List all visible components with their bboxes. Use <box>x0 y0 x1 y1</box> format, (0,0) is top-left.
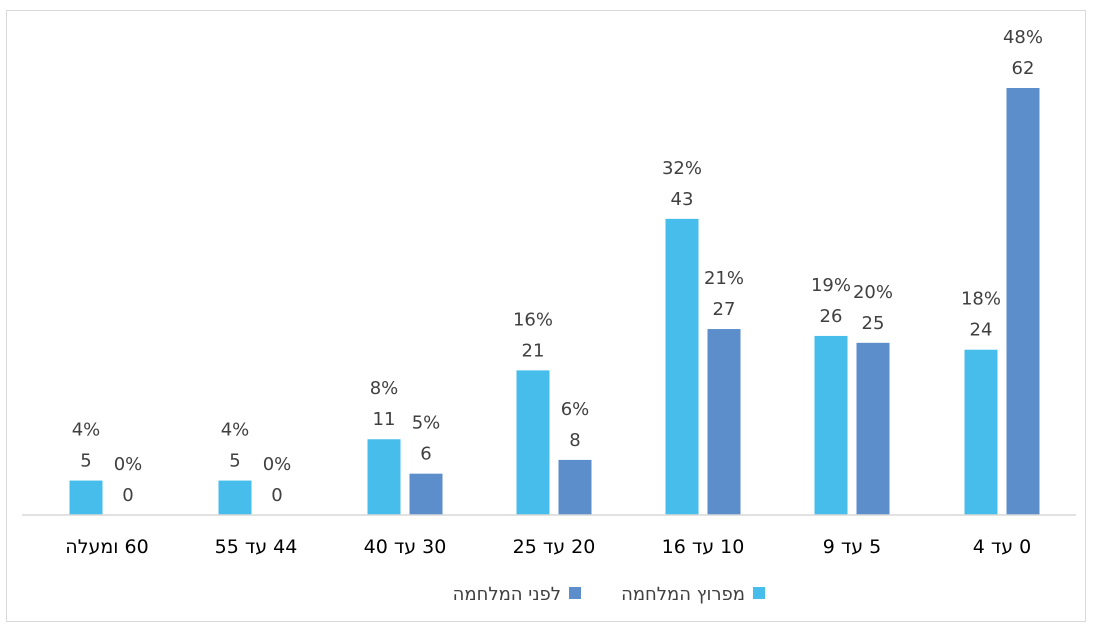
category-label: 60 ומעלה <box>65 536 148 558</box>
category-label: 10 עד 16 <box>662 536 745 558</box>
bar-series-1 <box>69 480 103 515</box>
bar-series-1 <box>516 370 550 515</box>
value-label: 62 <box>1012 58 1035 79</box>
bar-series-0 <box>558 459 592 515</box>
bar-series-0 <box>707 329 741 515</box>
percent-label: 32% <box>662 158 702 179</box>
bar-series-1 <box>814 335 848 515</box>
bar-series-0 <box>1006 88 1040 515</box>
chart-frame <box>6 10 1086 622</box>
category-label: 5 עד 9 <box>823 536 882 558</box>
value-label: 25 <box>862 313 885 334</box>
value-label: 6 <box>420 444 431 465</box>
value-label: 21 <box>522 340 545 361</box>
value-label: 0 <box>122 485 133 506</box>
category-label: 20 עד 25 <box>513 536 596 558</box>
bar-series-1 <box>665 218 699 515</box>
category-label: 30 עד 40 <box>364 536 447 558</box>
legend-label-series-0: לפני המלחמה <box>453 584 561 605</box>
percent-label: 5% <box>412 413 441 434</box>
category-labels-layer: 0 עד 4 5 עד 9 10 עד 16 20 עד 25 30 עד 40 44 ע… <box>65 536 1031 558</box>
category-label: 0 עד 4 <box>973 536 1032 558</box>
percent-label: 19% <box>811 275 851 296</box>
percent-label: 16% <box>513 309 553 330</box>
percent-label: 20% <box>853 282 893 303</box>
value-label: 5 <box>80 451 91 472</box>
category-label: 44 עד 55 <box>215 536 298 558</box>
bar-series-1 <box>964 349 998 515</box>
bar-series-1 <box>367 439 401 515</box>
bars-layer <box>69 88 1040 515</box>
bar-series-0 <box>409 473 443 515</box>
value-label: 43 <box>671 189 694 210</box>
percent-label: 0% <box>114 454 143 475</box>
value-label: 24 <box>970 320 993 341</box>
value-label: 8 <box>569 430 580 451</box>
value-label: 11 <box>373 409 396 430</box>
legend-swatch-series-1 <box>753 587 765 599</box>
bar-series-1 <box>218 480 252 515</box>
percent-label: 8% <box>370 378 399 399</box>
percent-label: 4% <box>221 420 250 441</box>
percent-label: 18% <box>961 289 1001 310</box>
value-label: 0 <box>271 485 282 506</box>
percent-label: 21% <box>704 268 744 289</box>
bar-series-0 <box>856 342 890 515</box>
percent-label: 48% <box>1003 27 1043 48</box>
value-label: 5 <box>229 451 240 472</box>
percent-label: 6% <box>561 399 590 420</box>
data-labels-layer: 62 48% 24 18% 25 20% 26 19% 27 21% 43 32% 8 6% 21 16% 6 5… <box>72 27 1043 506</box>
percent-label: 0% <box>263 454 292 475</box>
percent-label: 4% <box>72 420 101 441</box>
legend: מפרוץ המלחמה לפני המלחמה <box>453 584 765 605</box>
value-label: 27 <box>713 299 736 320</box>
value-label: 26 <box>820 306 843 327</box>
legend-label-series-1: מפרוץ המלחמה <box>621 584 745 605</box>
legend-swatch-series-0 <box>569 587 581 599</box>
